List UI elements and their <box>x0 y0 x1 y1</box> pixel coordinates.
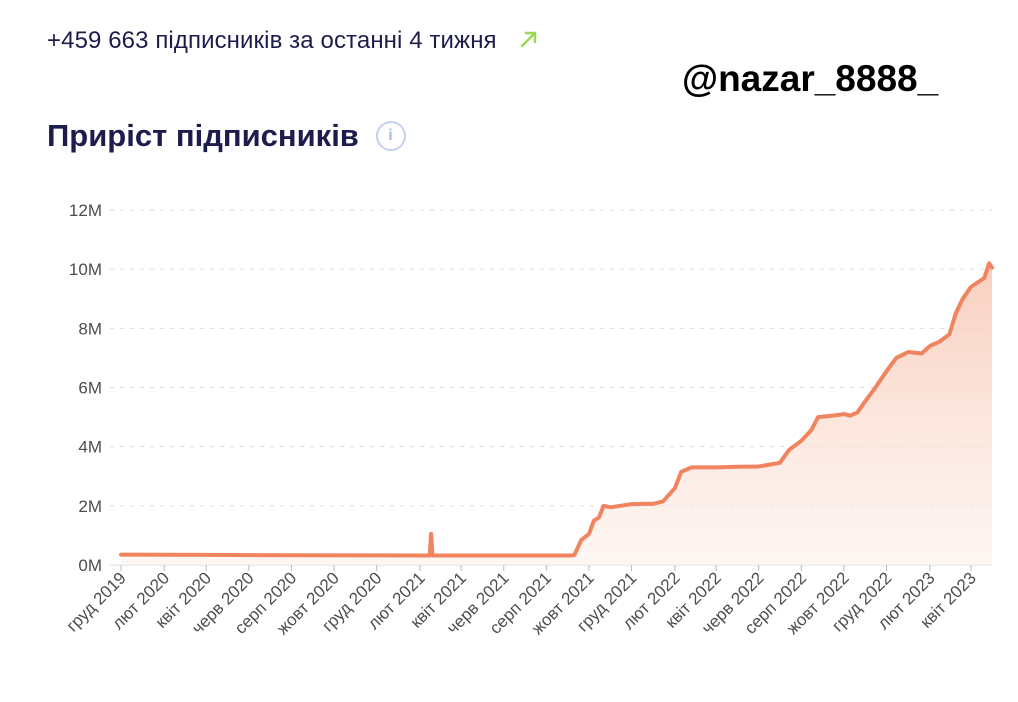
chart-title-text: Приріст підписників <box>47 118 359 153</box>
y-tick-label: 6M <box>78 379 102 398</box>
y-tick-label: 4M <box>78 438 102 457</box>
chart-title: Приріст підписників i <box>47 118 406 154</box>
arrow-up-right-icon <box>519 28 539 56</box>
growth-summary-text: +459 663 підписників за останні 4 тижня <box>47 27 497 54</box>
y-axis-ticks: 0M 2M 4M 6M 8M 10M 12M <box>69 201 102 575</box>
y-tick-label: 10M <box>69 260 102 279</box>
y-tick-label: 2M <box>78 497 102 516</box>
y-tick-label: 8M <box>78 319 102 338</box>
growth-summary: +459 663 підписників за останні 4 тижня <box>47 27 539 56</box>
info-icon[interactable]: i <box>375 120 406 151</box>
watermark-handle: @nazar_8888_ <box>682 58 939 99</box>
y-tick-label: 12M <box>69 201 102 220</box>
series-area <box>121 263 992 565</box>
series-line <box>119 261 994 558</box>
y-tick-label: 0M <box>78 556 102 575</box>
